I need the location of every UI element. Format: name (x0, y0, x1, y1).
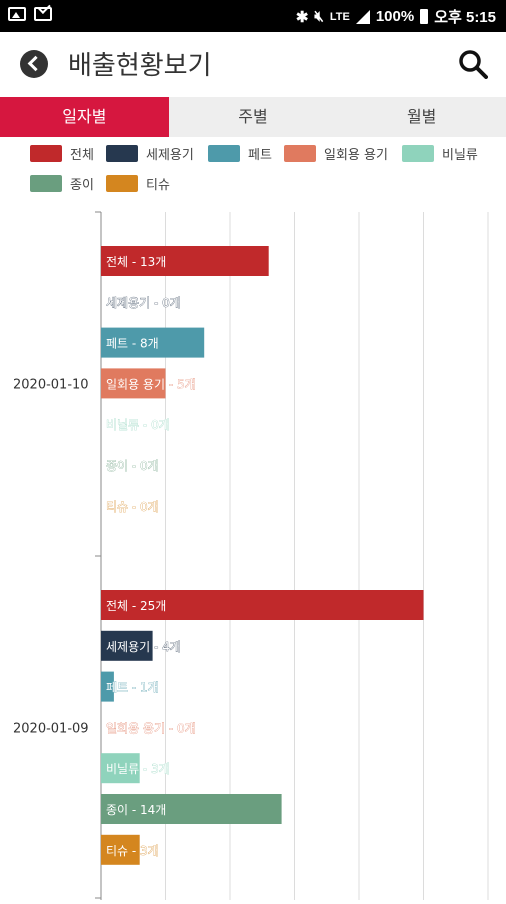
battery-percent: 100% (375, 8, 415, 25)
bar-data-label: 페트 - 8개 (106, 337, 159, 351)
bar (101, 671, 114, 702)
network-type: LTE (329, 10, 350, 23)
legend-swatch (402, 145, 434, 162)
bar-data-label: 전체 - 25개 (106, 599, 166, 613)
legend-label: 비닐류 (442, 148, 478, 163)
mail-notification-icon (34, 7, 52, 21)
bar (101, 753, 140, 784)
legend-item-paper[interactable]: 종이 (30, 174, 94, 193)
legend-swatch (106, 175, 138, 192)
page-title: 배출현황보기 (68, 51, 212, 81)
bar (101, 327, 205, 358)
tab-daily[interactable]: 일자별 (0, 97, 169, 137)
legend-item-pet[interactable]: 페트 (208, 144, 272, 163)
legend-swatch (30, 175, 62, 192)
legend-swatch (30, 145, 62, 162)
bar-data-label: 일회용 용기 - 0개 (106, 721, 196, 735)
clock: 오후 5:15 (434, 9, 496, 26)
bar-data-label: 티슈 - 0개 (106, 500, 159, 514)
bar (101, 590, 424, 620)
bar (101, 834, 140, 865)
bar (101, 630, 153, 661)
bluetooth-icon: ✱ (295, 8, 309, 26)
status-bar: ✱ 🔇︎ LTE 100% 오후 5:15 (0, 0, 506, 32)
app-bar: 배출현황보기 (0, 32, 506, 94)
period-tabs: 일자별 주별 월별 (0, 97, 506, 137)
bar-data-label: 일회용 용기 - 5개 (106, 377, 196, 391)
legend-item-detergent-container[interactable]: 세제용기 (106, 144, 194, 163)
date-tick-label: 2020-01-09 (13, 721, 89, 736)
legend-label: 페트 (248, 148, 272, 163)
legend-label: 전체 (70, 148, 94, 163)
notification-icons (8, 7, 52, 21)
signal-icon (355, 9, 370, 24)
bar-data-label: 세제용기 - 0개 (106, 296, 181, 310)
tab-weekly[interactable]: 주별 (168, 97, 338, 137)
mute-icon: 🔇︎ (314, 8, 324, 25)
bar-data-label: 페트 - 1개 (106, 681, 159, 695)
status-indicators: ✱ 🔇︎ LTE 100% 오후 5:15 (296, 6, 496, 27)
search-icon[interactable] (458, 49, 488, 79)
legend-swatch (208, 145, 240, 162)
date-tick-label: 2020-01-10 (13, 377, 89, 392)
bar-data-label: 비닐류 - 0개 (106, 418, 170, 432)
legend-item-total[interactable]: 전체 (30, 144, 94, 163)
bar (101, 246, 269, 276)
bar-data-label: 종이 - 0개 (106, 459, 159, 473)
tab-monthly[interactable]: 월별 (337, 97, 506, 137)
bar (101, 794, 282, 824)
bar-data-label: 세제용기 - 4개 (106, 640, 181, 654)
bar-data-label: 티슈 - 3개 (106, 844, 159, 858)
legend-label: 세제용기 (146, 148, 194, 163)
legend-label: 티슈 (146, 178, 170, 193)
legend-item-vinyl[interactable]: 비닐류 (402, 144, 478, 163)
legend-item-disposable-container[interactable]: 일회용 용기 (284, 144, 388, 163)
bar (101, 368, 166, 399)
legend-swatch (284, 145, 316, 162)
bar-data-label: 전체 - 13개 (106, 255, 166, 269)
legend-item-tissue[interactable]: 티슈 (106, 174, 170, 193)
legend-label: 종이 (70, 178, 94, 193)
legend-label: 일회용 용기 (324, 148, 388, 163)
bar-data-label: 종이 - 14개 (106, 803, 166, 817)
battery-icon (420, 9, 429, 24)
gallery-notification-icon (8, 7, 26, 21)
bar-data-label: 비닐류 - 3개 (106, 762, 170, 776)
legend-swatch (106, 145, 138, 162)
back-arrow-icon[interactable] (20, 50, 48, 78)
